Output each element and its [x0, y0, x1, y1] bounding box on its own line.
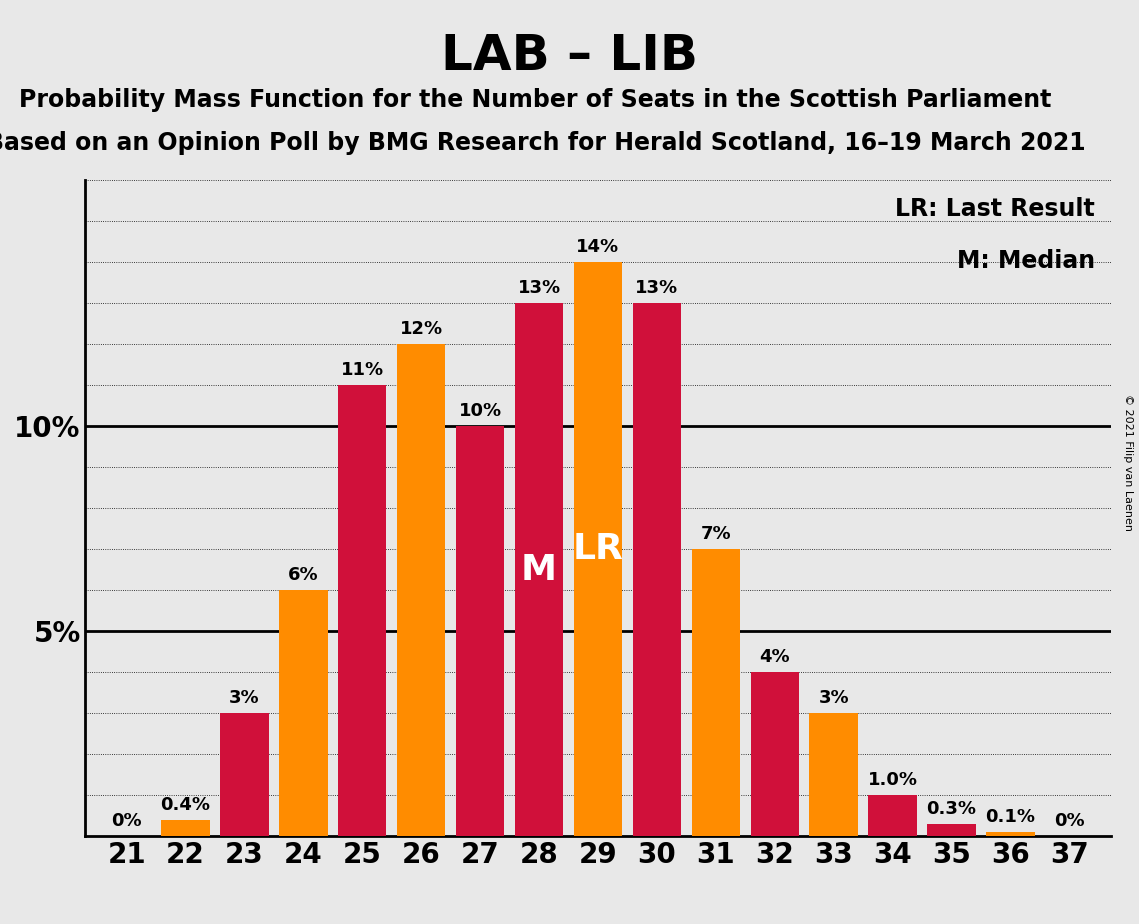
Text: 0.3%: 0.3%	[926, 800, 976, 818]
Text: 3%: 3%	[229, 689, 260, 707]
Text: 4%: 4%	[760, 648, 790, 666]
Bar	[691, 549, 740, 836]
Text: 6%: 6%	[288, 566, 319, 584]
Bar	[574, 262, 622, 836]
Text: 3%: 3%	[818, 689, 849, 707]
Bar	[398, 344, 445, 836]
Text: 0.4%: 0.4%	[161, 796, 211, 814]
Text: 10%: 10%	[459, 402, 501, 420]
Text: 13%: 13%	[636, 279, 679, 297]
Text: 0%: 0%	[112, 812, 142, 830]
Text: LR: LR	[573, 532, 623, 566]
Bar	[751, 673, 798, 836]
Bar	[986, 833, 1034, 836]
Bar	[633, 303, 681, 836]
Bar	[220, 713, 269, 836]
Text: M: M	[521, 553, 557, 587]
Text: 1.0%: 1.0%	[868, 771, 918, 789]
Text: 0.1%: 0.1%	[985, 808, 1035, 826]
Bar	[338, 385, 386, 836]
Text: LR: Last Result: LR: Last Result	[895, 197, 1096, 221]
Text: 0%: 0%	[1054, 812, 1084, 830]
Bar	[279, 590, 328, 836]
Text: Probability Mass Function for the Number of Seats in the Scottish Parliament: Probability Mass Function for the Number…	[19, 88, 1051, 112]
Bar	[927, 824, 976, 836]
Text: 12%: 12%	[400, 320, 443, 338]
Text: 11%: 11%	[341, 361, 384, 379]
Text: 7%: 7%	[700, 525, 731, 543]
Text: LAB – LIB: LAB – LIB	[441, 32, 698, 80]
Bar	[456, 426, 505, 836]
Text: Based on an Opinion Poll by BMG Research for Herald Scotland, 16–19 March 2021: Based on an Opinion Poll by BMG Research…	[0, 131, 1085, 155]
Bar	[515, 303, 563, 836]
Bar	[810, 713, 858, 836]
Text: 14%: 14%	[576, 238, 620, 256]
Text: © 2021 Filip van Laenen: © 2021 Filip van Laenen	[1123, 394, 1133, 530]
Text: 13%: 13%	[517, 279, 560, 297]
Bar	[162, 820, 210, 836]
Bar	[868, 796, 917, 836]
Text: M: Median: M: Median	[957, 249, 1096, 274]
